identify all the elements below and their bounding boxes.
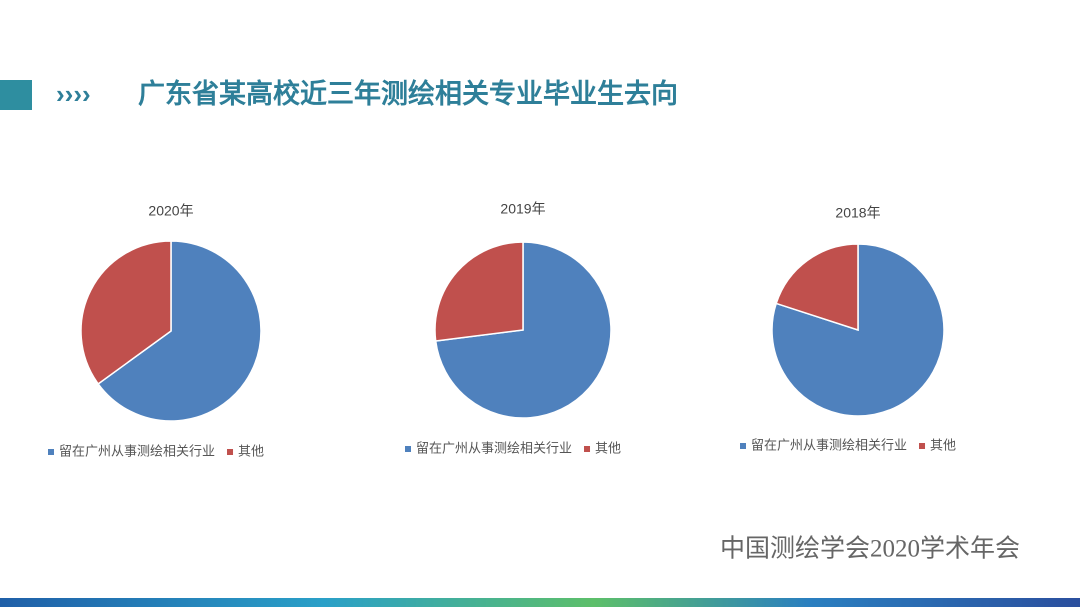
legend-label: 留在广州从事测绘相关行业 <box>416 440 572 455</box>
legend-label: 其他 <box>930 437 956 452</box>
heading-block <box>0 80 32 110</box>
legend-marker <box>919 443 926 449</box>
chart-title: 2019年 <box>500 201 545 217</box>
bottom-stripe <box>0 598 1080 607</box>
legend-marker <box>740 443 746 449</box>
pie-slice <box>775 243 859 332</box>
legend-label: 留在广州从事测绘相关行业 <box>59 443 215 458</box>
pie-slice <box>80 240 172 385</box>
legend-marker <box>48 449 54 455</box>
heading-marker: ›››› <box>56 79 91 109</box>
legend-label: 留在广州从事测绘相关行业 <box>751 437 907 452</box>
footer: 中国测绘学会2020学术年会 <box>720 535 1020 563</box>
legend-label: 其他 <box>595 440 621 455</box>
legend-marker <box>405 446 411 452</box>
heading: 广东省某高校近三年测绘相关专业毕业生去向 <box>138 78 678 109</box>
chart-title: 2020年 <box>148 203 193 219</box>
pie-slice <box>97 240 262 422</box>
legend-label: 其他 <box>238 443 264 458</box>
legend-marker <box>227 449 234 455</box>
chart-title: 2018年 <box>835 205 880 221</box>
pie-slice <box>434 241 524 342</box>
legend-marker <box>584 446 591 452</box>
